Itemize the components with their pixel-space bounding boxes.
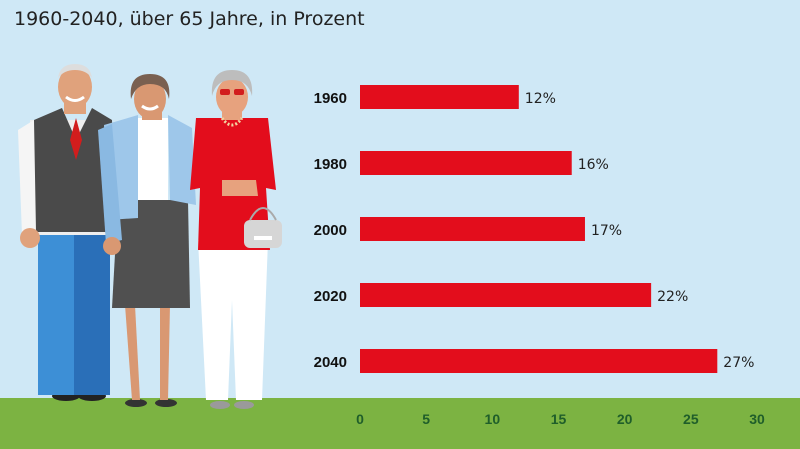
bar (360, 151, 572, 175)
x-tick-label: 30 (749, 411, 765, 427)
x-tick-label: 0 (356, 411, 364, 427)
chart-title: 1960-2040, über 65 Jahre, in Prozent (14, 8, 365, 30)
bar (360, 217, 585, 241)
category-label: 1980 (314, 156, 347, 173)
x-tick-label: 10 (485, 411, 501, 427)
data-label: 22% (657, 289, 688, 305)
bar (360, 85, 519, 109)
bar (360, 349, 718, 373)
category-label: 2000 (314, 222, 347, 239)
x-tick-label: 15 (551, 411, 567, 427)
data-label: 16% (578, 157, 609, 173)
x-tick-label: 20 (617, 411, 633, 427)
x-tick-label: 5 (422, 411, 430, 427)
category-label: 1960 (314, 90, 347, 107)
category-label: 2040 (314, 354, 347, 371)
category-label: 2020 (314, 288, 347, 305)
bar (360, 283, 652, 307)
x-tick-label: 25 (683, 411, 699, 427)
elderly-man-figure (18, 64, 118, 401)
data-label: 27% (723, 355, 754, 371)
elderly-woman-red-figure (190, 70, 282, 409)
elderly-woman-cardigan-figure (98, 74, 196, 407)
data-label: 12% (525, 91, 556, 107)
data-label: 17% (591, 223, 622, 239)
